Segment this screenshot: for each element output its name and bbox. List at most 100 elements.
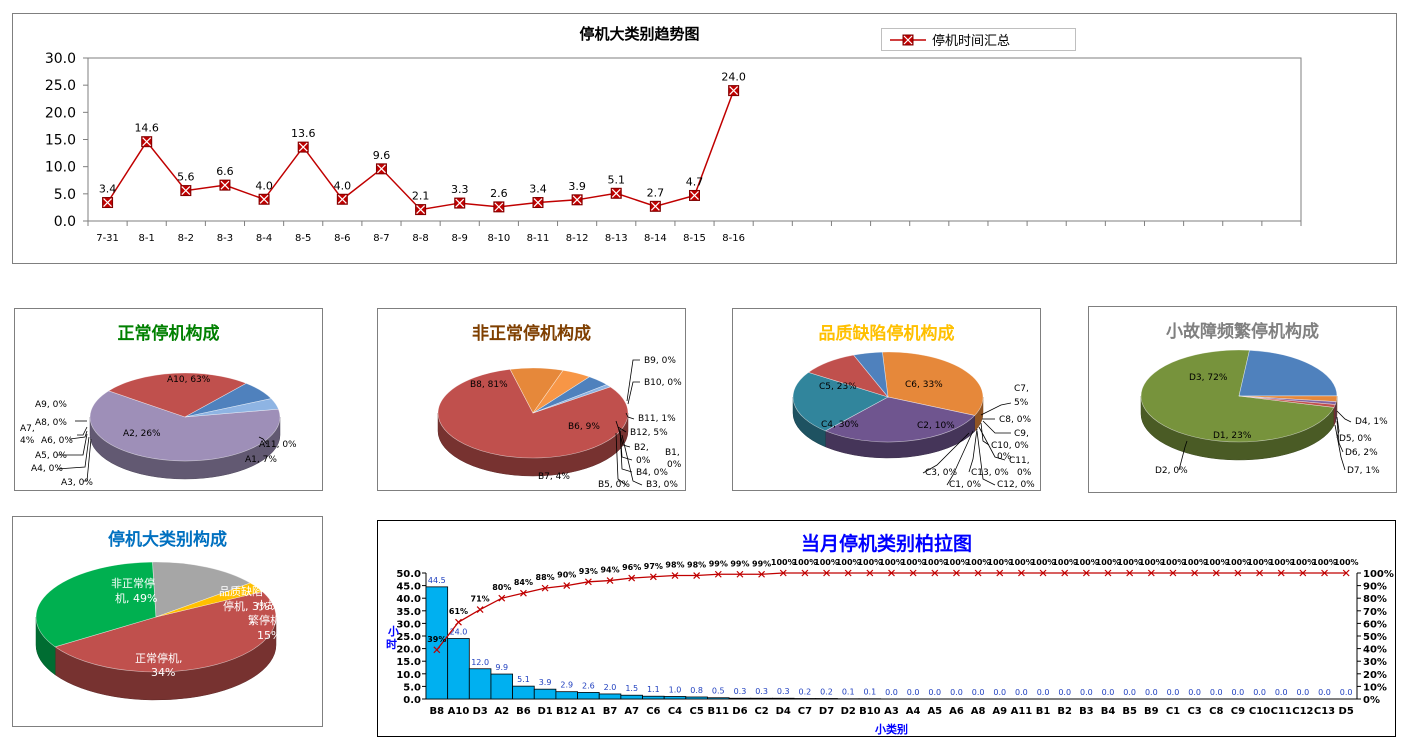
cumulative-line: [436, 572, 1347, 651]
x-tick-label: C9: [1231, 706, 1245, 717]
pareto-bar: [555, 691, 578, 700]
x-tick-label: 8-11: [527, 233, 550, 244]
cumulative-label: 93%: [579, 567, 598, 576]
data-label: 9.6: [373, 149, 391, 162]
bar-value-label: 0.0: [1080, 688, 1093, 697]
trend-chart-title: 停机大类别趋势图: [579, 25, 700, 43]
cumulative-label: 100%: [944, 558, 969, 567]
x-tick-label: 8-10: [488, 233, 511, 244]
trend-marker: [375, 163, 387, 175]
cumulative-label: 100%: [793, 558, 818, 567]
x-tick-label: D3: [472, 706, 487, 717]
marker-cross: [650, 201, 660, 211]
cumulative-label: 100%: [1139, 558, 1164, 567]
cumulative-label: 39%: [427, 635, 446, 644]
pie-data-label: C2, 10%: [917, 421, 955, 431]
pie-data-label: 0%: [997, 452, 1012, 462]
cumulative-marker: [1017, 569, 1025, 577]
x-tick-label: A10: [448, 706, 470, 717]
cumulative-marker: [649, 573, 657, 581]
cumulative-marker: [628, 574, 636, 582]
cumulative-marker: [541, 584, 549, 592]
cumulative-label: 100%: [1161, 558, 1186, 567]
pie-data-label: 0%: [636, 456, 651, 466]
pie-slice-C6: [882, 351, 984, 416]
bar-value-label: 0.2: [820, 687, 833, 696]
cumulative-label: 71%: [471, 595, 490, 604]
pie-slice-D3: [1140, 349, 1335, 443]
pareto-bar: [750, 697, 773, 700]
pie-data-label: B1,: [665, 448, 680, 458]
pie-data-label: B3, 0%: [646, 480, 678, 490]
marker-cross: [142, 137, 152, 147]
cumulative-marker: [953, 569, 960, 577]
pie-data-label: 34%: [151, 666, 175, 679]
x-tick-label: 8-4: [256, 233, 272, 244]
cumulative-marker: [1104, 569, 1112, 577]
trend-marker: [102, 197, 114, 209]
cumulative-marker: [931, 569, 939, 577]
cumulative-label: 100%: [1117, 558, 1142, 567]
pie-data-label: C6, 33%: [905, 380, 943, 390]
cumulative-label: 100%: [1312, 558, 1337, 567]
y2-tick-label: 100%: [1363, 569, 1394, 580]
bar-value-label: 0.0: [1318, 688, 1331, 697]
pareto-bar: [728, 697, 752, 700]
y-tick-label: 25.0: [396, 632, 421, 643]
x-tick-label: A7: [624, 706, 639, 717]
pie-normal-chart: A10, 63% A2, 26% A1, 7% A11, 0% A9, 0% A8, 0%…: [20, 372, 297, 488]
bar-value-label: 2.9: [560, 681, 573, 690]
trend-marker: [336, 193, 348, 205]
leader-line: [980, 402, 1012, 416]
pie-data-label: C9,: [1014, 429, 1029, 439]
cumulative-marker: [1212, 569, 1220, 577]
x-tick-label: D1: [537, 706, 552, 717]
bar-value-label: 0.1: [863, 688, 876, 697]
pie-data-label: C7,: [1014, 384, 1029, 394]
cumulative-marker: [1082, 569, 1090, 577]
pie-data-label: B6, 9%: [568, 422, 600, 432]
data-label: 6.6: [216, 165, 234, 178]
pareto-bar: [620, 694, 643, 700]
pie-side-D7: [1333, 404, 1336, 426]
marker-cross: [416, 205, 426, 215]
bar-value-label: 44.5: [428, 576, 446, 585]
trend-chart-plot: 0.0 5.0 10.0 15.0 20.0 25.0 30.0 7-31 8-1 8-2 8-3 8…: [45, 51, 1302, 244]
bar-value-label: 0.2: [799, 687, 812, 696]
leader-line: [980, 422, 990, 446]
bar-value-label: 0.0: [928, 688, 941, 697]
leader-line: [1336, 416, 1340, 439]
cumulative-marker: [498, 594, 506, 602]
pie-data-label: D7, 1%: [1347, 466, 1380, 476]
cumulative-marker: [671, 572, 679, 579]
x-tick-label: 8-16: [722, 233, 745, 244]
pie-data-label: A3, 0%: [61, 478, 93, 488]
x-tick-label: 8-13: [605, 233, 628, 244]
pie-data-label: C4, 30%: [821, 420, 859, 430]
pie-data-label: 机, 49%: [115, 591, 157, 605]
x-tick-label: C8: [1209, 706, 1223, 717]
pie-slice-B11: [532, 384, 611, 414]
leader-line: [258, 436, 268, 445]
cumulative-label: 100%: [1269, 558, 1294, 567]
pareto-bar: [533, 688, 557, 700]
pie-data-label: 正常停机,: [135, 651, 183, 665]
pie-data-label: D6, 2%: [1345, 448, 1378, 458]
pie-quality-title: 品质缺陷停机构成: [818, 324, 955, 344]
x-tick-label: A3: [884, 706, 899, 717]
pie-data-label: B4, 0%: [636, 468, 668, 478]
pie-data-label: C12, 0%: [997, 480, 1035, 490]
marker-cross: [690, 191, 699, 200]
y2-tick-label: 0%: [1363, 695, 1380, 706]
leader-line: [1334, 424, 1346, 471]
data-label: 4.0: [255, 179, 273, 192]
y2-tick-label: 90%: [1363, 582, 1387, 593]
y-tick-label: 20.0: [396, 645, 421, 656]
y-tick-label: 10.0: [396, 670, 421, 681]
cumulative-marker: [1169, 569, 1177, 577]
pareto-title: 当月停机类别柏拉图: [800, 533, 972, 555]
pie-data-label: C5, 23%: [819, 382, 857, 392]
cumulative-label: 100%: [857, 558, 882, 567]
cumulative-marker: [1126, 569, 1134, 577]
bar-value-label: 0.0: [885, 688, 898, 697]
